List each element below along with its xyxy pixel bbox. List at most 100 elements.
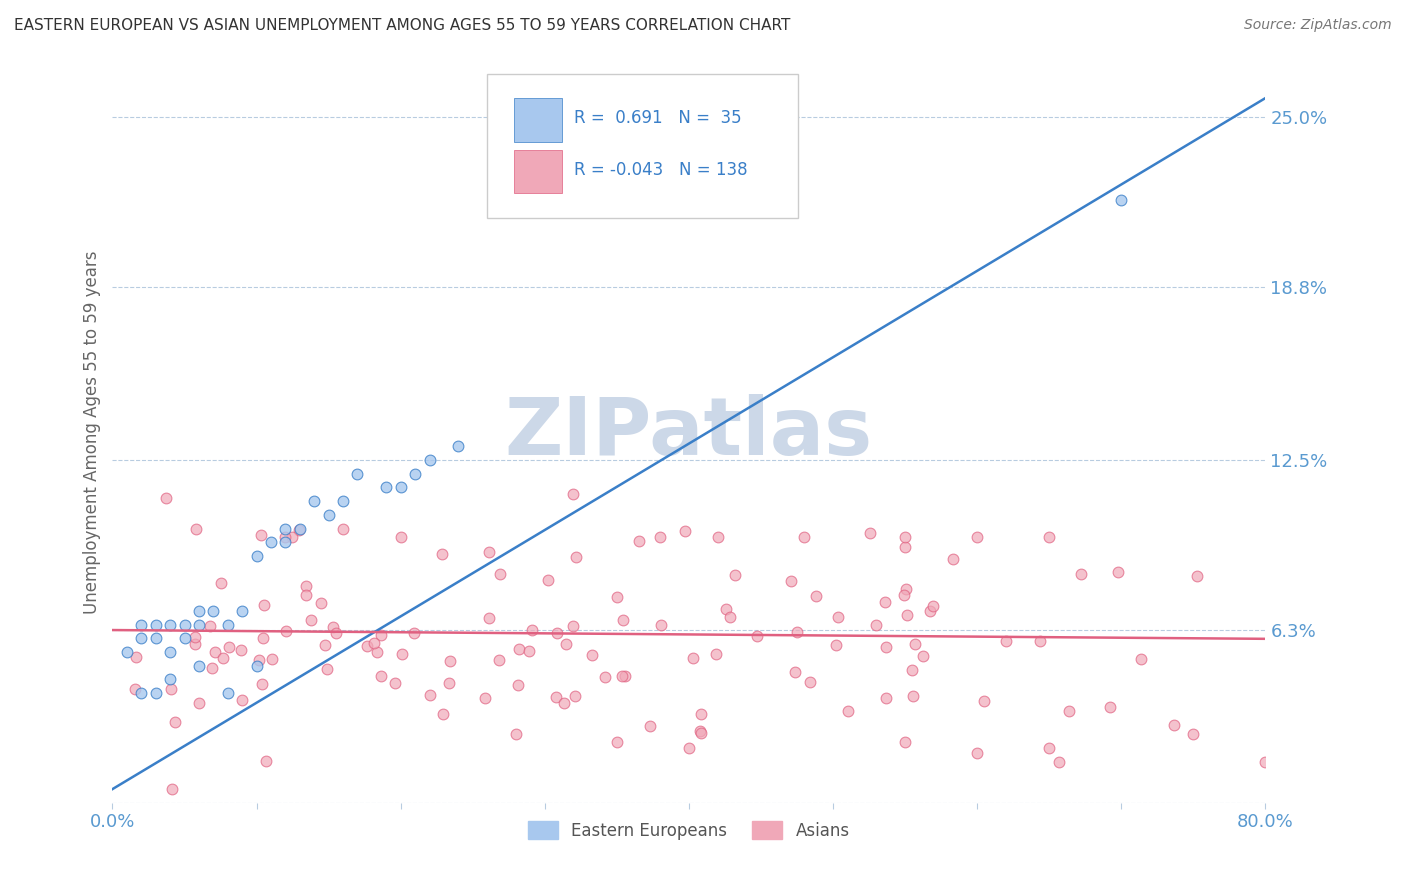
Point — [920, 604, 942, 618]
Point — [508, 641, 530, 656]
Point — [370, 668, 392, 682]
Point — [204, 645, 226, 659]
Point — [288, 522, 311, 536]
FancyBboxPatch shape — [513, 150, 562, 194]
Point — [793, 530, 815, 544]
Point — [346, 467, 368, 481]
Point — [356, 639, 378, 653]
Point — [217, 686, 239, 700]
Point — [145, 686, 167, 700]
Point — [786, 625, 808, 640]
Point — [129, 686, 153, 700]
Point — [859, 526, 882, 541]
Point — [145, 617, 167, 632]
Point — [1111, 193, 1133, 207]
Point — [160, 682, 183, 697]
Point — [1185, 569, 1208, 583]
Point — [231, 642, 253, 657]
Point — [555, 637, 578, 651]
Point — [689, 724, 711, 739]
Point — [160, 782, 183, 797]
Point — [489, 567, 512, 582]
Point — [901, 690, 924, 704]
Point — [299, 613, 322, 627]
Point — [253, 598, 276, 612]
Point — [1047, 755, 1070, 769]
Y-axis label: Unemployment Among Ages 55 to 59 years: Unemployment Among Ages 55 to 59 years — [83, 251, 101, 615]
Point — [593, 670, 616, 684]
Point — [437, 676, 460, 690]
Point — [159, 617, 181, 632]
Point — [966, 530, 988, 544]
Text: R =  0.691   N =  35: R = 0.691 N = 35 — [574, 109, 741, 127]
Point — [384, 676, 406, 690]
Point — [896, 608, 918, 623]
Point — [274, 522, 297, 536]
Point — [1254, 755, 1277, 769]
Point — [209, 576, 232, 591]
Point — [704, 647, 727, 661]
Point — [894, 540, 917, 554]
Point — [318, 508, 340, 522]
Point — [1182, 727, 1205, 741]
Point — [724, 568, 747, 582]
Point — [188, 658, 211, 673]
Point — [419, 453, 441, 467]
Point — [824, 638, 846, 652]
Point — [430, 548, 453, 562]
Point — [260, 652, 283, 666]
Point — [1057, 705, 1080, 719]
Point — [276, 624, 298, 639]
Point — [145, 632, 167, 646]
Point — [520, 624, 543, 638]
Point — [1107, 565, 1129, 579]
Point — [894, 582, 917, 596]
Point — [488, 653, 510, 667]
Point — [894, 735, 917, 749]
Point — [780, 574, 803, 589]
Point — [188, 617, 211, 632]
Point — [124, 681, 146, 696]
Point — [115, 645, 138, 659]
Point — [129, 632, 153, 646]
Point — [159, 673, 181, 687]
Point — [314, 638, 336, 652]
Point — [218, 640, 240, 655]
Point — [911, 649, 934, 664]
Point — [875, 690, 897, 705]
Point — [565, 550, 588, 565]
Point — [439, 655, 461, 669]
Point — [198, 619, 221, 633]
Point — [274, 530, 297, 544]
Point — [322, 620, 344, 634]
Point — [745, 629, 768, 643]
Point — [188, 604, 211, 618]
Point — [903, 637, 925, 651]
Point — [966, 747, 988, 761]
Point — [309, 596, 332, 610]
Point — [689, 726, 711, 740]
Point — [389, 530, 412, 544]
Point — [865, 618, 887, 632]
Point — [894, 530, 917, 544]
Point — [827, 610, 849, 624]
Point — [581, 648, 603, 662]
Point — [893, 588, 915, 602]
Point — [246, 549, 269, 563]
Point — [783, 665, 806, 680]
Point — [231, 692, 253, 706]
Point — [124, 650, 146, 665]
Point — [173, 632, 195, 646]
Point — [217, 617, 239, 632]
Point — [973, 693, 995, 707]
Point — [325, 625, 347, 640]
Point — [612, 613, 634, 627]
Point — [875, 640, 897, 654]
Point — [628, 534, 651, 549]
Point — [678, 741, 700, 756]
Point — [252, 632, 274, 646]
Point — [184, 522, 207, 536]
Point — [163, 715, 186, 730]
Point — [432, 707, 454, 722]
Point — [546, 625, 568, 640]
